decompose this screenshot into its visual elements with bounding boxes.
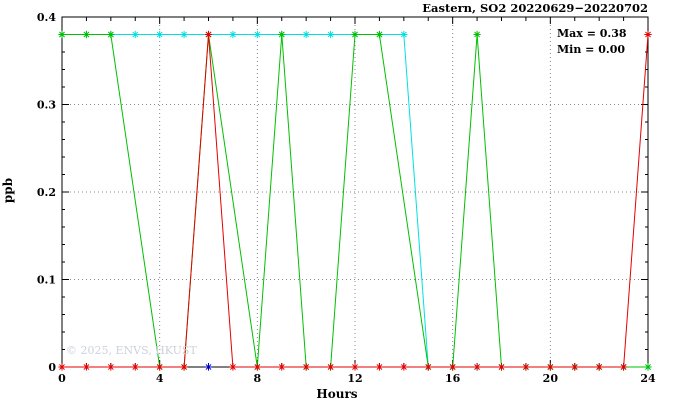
- x-tick-label: 16: [445, 372, 461, 385]
- x-tick-label: 20: [543, 372, 559, 385]
- y-tick-label: 0.1: [37, 274, 56, 287]
- max-value-label: Max = 0.38: [557, 27, 627, 40]
- series-markers-red-series: [58, 30, 652, 371]
- x-tick-label: 12: [347, 372, 362, 385]
- y-tick-label: 0.3: [37, 99, 56, 112]
- x-tick-label: 24: [640, 372, 656, 385]
- chart-title: Eastern, SO2 20220629−20220702: [422, 1, 648, 15]
- y-tick-label: 0.4: [37, 11, 56, 24]
- y-axis-label: ppb: [1, 177, 16, 204]
- watermark: © 2025, ENVS, HKUST: [66, 344, 197, 357]
- min-value-label: Min = 0.00: [557, 43, 626, 56]
- y-tick-label: 0.2: [37, 186, 56, 199]
- x-axis-label: Hours: [316, 387, 358, 401]
- x-tick-label: 8: [254, 372, 262, 385]
- x-tick-label: 4: [156, 372, 164, 385]
- y-tick-label: 0: [48, 361, 56, 374]
- series-markers-blue-series: [204, 363, 213, 371]
- x-tick-label: 0: [58, 372, 66, 385]
